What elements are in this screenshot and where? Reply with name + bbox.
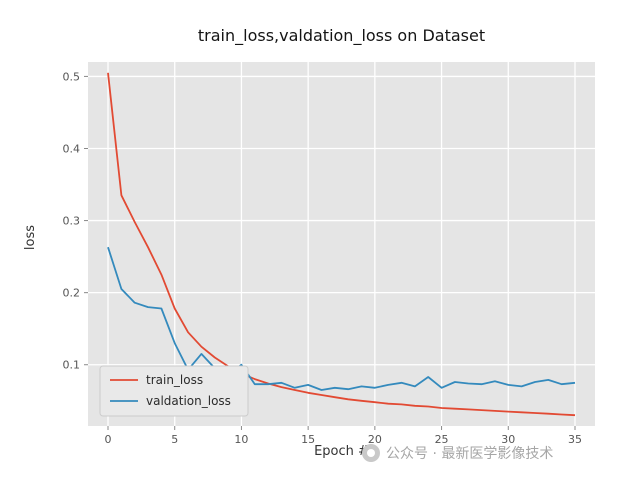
x-tick-label: 10: [234, 433, 248, 446]
x-tick-label: 30: [501, 433, 515, 446]
x-axis-label: Epoch #: [314, 444, 369, 459]
y-tick-label: 0.5: [63, 70, 81, 83]
x-tick-label: 5: [171, 433, 178, 446]
series-line-train_loss: [107, 72, 576, 417]
watermark-logo-icon: [362, 444, 380, 462]
chart-title: train_loss,valdation_loss on Dataset: [197, 26, 486, 45]
y-tick-label: 0.2: [63, 287, 81, 300]
legend-label: valdation_loss: [146, 394, 231, 408]
legend-box: [99, 365, 249, 417]
x-tick-label: 0: [105, 433, 112, 446]
watermark: 公众号 · 最新医学影像技术: [362, 443, 553, 463]
x-tick-label: 35: [568, 433, 582, 446]
x-tick-label: 25: [435, 433, 449, 446]
x-tick-label: 15: [301, 433, 315, 446]
x-tick-label: 20: [368, 433, 382, 446]
series-line-valdation_loss: [107, 246, 576, 391]
y-tick-label: 0.1: [63, 359, 81, 372]
watermark-text: 公众号 · 最新医学影像技术: [386, 446, 554, 462]
y-tick-label: 0.3: [63, 215, 81, 228]
legend-label: train_loss: [146, 373, 203, 387]
y-tick-label: 0.4: [63, 142, 81, 155]
